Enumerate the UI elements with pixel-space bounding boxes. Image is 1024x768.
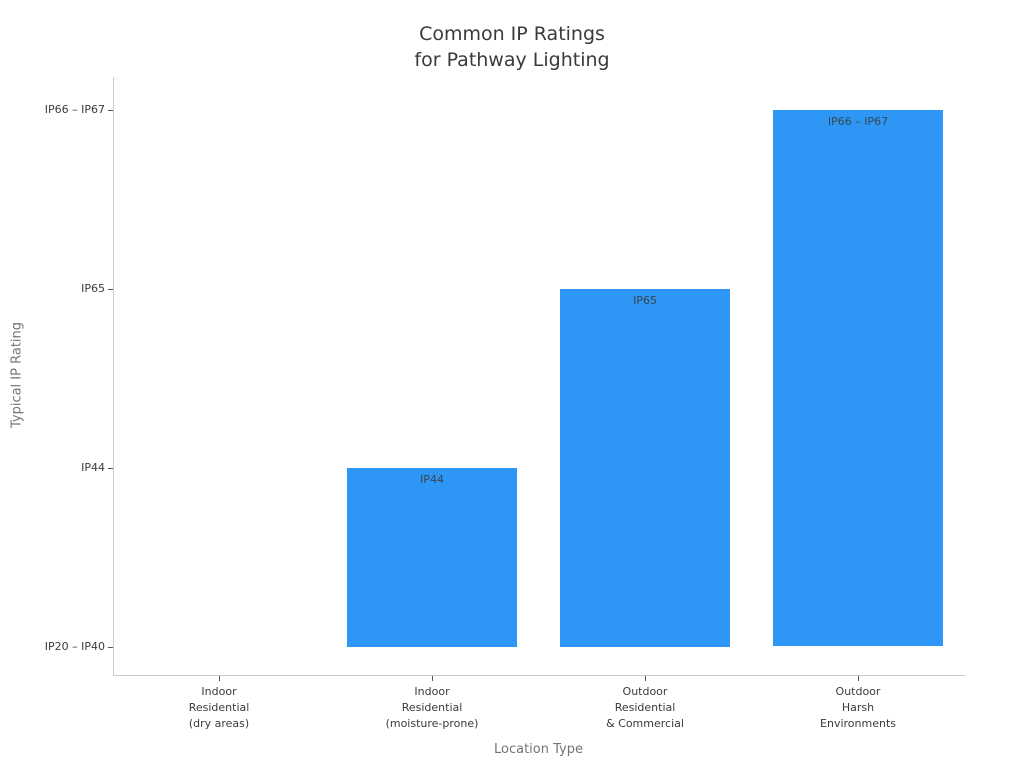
- bar: IP44: [347, 468, 517, 647]
- bar-value-label: IP65: [633, 294, 657, 307]
- x-tick-mark: [219, 676, 220, 681]
- x-tick-mark: [645, 676, 646, 681]
- y-tick-mark: [108, 110, 113, 111]
- x-tick-label-line: Outdoor: [622, 685, 668, 698]
- x-tick-label-line: Indoor: [201, 685, 237, 698]
- bar: IP66 – IP67: [773, 110, 943, 646]
- x-tick-label-line: (dry areas): [188, 717, 250, 730]
- y-tick-label: IP65: [81, 282, 105, 295]
- x-tick-label-line: Harsh: [841, 701, 875, 714]
- y-tick-label: IP44: [81, 461, 105, 474]
- y-axis-title: Typical IP Rating: [9, 321, 25, 429]
- plot-area: [113, 77, 965, 676]
- x-tick-label-line: Environments: [820, 717, 896, 730]
- x-tick-label-line: Indoor: [414, 685, 450, 698]
- bar-value-label: IP44: [420, 473, 444, 486]
- y-tick-mark: [108, 289, 113, 290]
- y-tick-mark: [108, 647, 113, 648]
- x-tick-label-line: & Commercial: [606, 717, 684, 730]
- x-tick-label: Outdoor Residential & Commercial: [535, 684, 755, 732]
- x-tick-label-line: Residential: [188, 701, 250, 714]
- x-tick-mark: [432, 676, 433, 681]
- x-tick-label-line: Residential: [401, 701, 463, 714]
- chart-title-line-2: for Pathway Lighting: [414, 49, 610, 71]
- x-tick-mark: [858, 676, 859, 681]
- x-tick-label-line: Outdoor: [835, 685, 881, 698]
- chart-title-line-1: Common IP Ratings: [419, 23, 605, 45]
- bar-value-label: IP66 – IP67: [827, 115, 889, 128]
- chart-title: Common IP Ratings for Pathway Lighting: [0, 21, 1024, 73]
- bar: IP65: [560, 289, 730, 647]
- x-tick-label: Outdoor Harsh Environments: [748, 684, 968, 732]
- x-tick-label-line: Residential: [614, 701, 676, 714]
- y-tick-mark: [108, 468, 113, 469]
- y-tick-label: IP66 – IP67: [44, 103, 105, 116]
- x-tick-label: Indoor Residential (moisture-prone): [322, 684, 542, 732]
- x-tick-label-line: (moisture-prone): [385, 717, 479, 730]
- x-axis-title: Location Type: [494, 742, 583, 757]
- y-tick-label: IP20 – IP40: [44, 640, 105, 653]
- x-tick-label: Indoor Residential (dry areas): [109, 684, 329, 732]
